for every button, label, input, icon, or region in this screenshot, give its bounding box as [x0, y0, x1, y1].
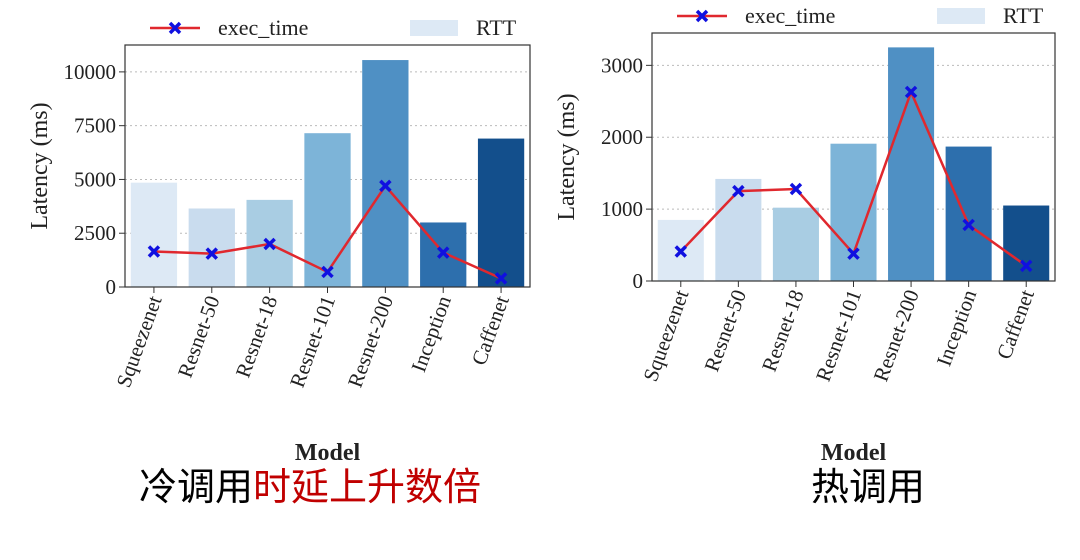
marker: [205, 247, 219, 260]
bar: [362, 60, 409, 288]
x-axis-label: Model: [295, 440, 361, 466]
y-tick-label: 0: [633, 269, 644, 293]
marker: [263, 237, 276, 251]
x-tick-label: Inception: [406, 292, 456, 375]
legend-label: exec_time: [218, 15, 308, 40]
bar: [888, 47, 935, 281]
y-tick-label: 3000: [601, 53, 643, 77]
x-tick-label: Squeezenet: [111, 292, 166, 390]
caption: 热调用: [811, 467, 925, 509]
marker: [962, 218, 975, 232]
bar: [188, 208, 235, 287]
caption: 冷调用时延上升数倍: [139, 467, 481, 509]
legend-label: exec_time: [745, 3, 835, 28]
bar: [772, 207, 819, 281]
bar: [130, 182, 178, 287]
bar: [830, 143, 877, 281]
marker: [321, 265, 334, 279]
legend-swatch: [937, 8, 985, 24]
legend-label: RTT: [476, 15, 517, 40]
marker: [147, 245, 161, 258]
marker: [494, 272, 508, 285]
x-tick-label: Caffenet: [467, 292, 514, 368]
x-tick-label: Resnet-18: [231, 293, 283, 381]
marker: [436, 246, 450, 259]
x-tick-label: Resnet-50: [173, 293, 225, 381]
marker: [1019, 259, 1033, 273]
y-axis-label: Latency (ms): [27, 102, 53, 229]
marker: [674, 245, 688, 258]
x-tick-label: Resnet-101: [811, 287, 866, 385]
legend-marker: [695, 9, 709, 23]
bar: [477, 138, 525, 287]
bar: [945, 146, 992, 281]
y-tick-label: 2500: [74, 221, 116, 245]
x-tick-label: Inception: [932, 286, 982, 369]
caption-part: 时延上升数倍: [253, 467, 481, 509]
y-tick-label: 2000: [601, 125, 643, 149]
legend-swatch: [410, 20, 458, 36]
legend-label: RTT: [1003, 3, 1044, 28]
marker: [904, 85, 918, 99]
y-tick-label: 5000: [74, 167, 116, 191]
y-tick-label: 0: [106, 275, 117, 299]
marker: [379, 179, 392, 193]
x-tick-label: Resnet-200: [869, 287, 924, 385]
x-tick-label: Resnet-50: [699, 287, 751, 375]
legend-marker: [168, 21, 182, 35]
marker: [732, 184, 745, 198]
x-tick-label: Resnet-18: [757, 287, 809, 375]
x-tick-label: Resnet-200: [343, 293, 398, 391]
x-tick-label: Caffenet: [992, 286, 1039, 362]
bar: [1003, 205, 1050, 281]
y-tick-label: 10000: [64, 60, 117, 84]
bar: [715, 178, 762, 281]
marker: [847, 247, 860, 260]
caption-part: 冷调用: [139, 467, 253, 509]
x-tick-label: Squeezenet: [638, 286, 693, 384]
caption-part: 热调用: [811, 467, 925, 509]
marker: [789, 182, 803, 196]
y-axis-label: Latency (ms): [554, 93, 580, 220]
x-axis-label: Model: [821, 440, 887, 466]
y-tick-label: 7500: [74, 114, 116, 138]
x-tick-label: Resnet-101: [285, 293, 340, 391]
y-tick-label: 1000: [601, 197, 643, 221]
bar: [304, 133, 351, 287]
